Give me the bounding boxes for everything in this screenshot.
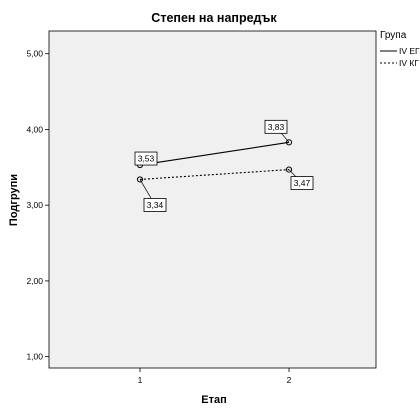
data-label-box: [264, 119, 288, 134]
data-point: [136, 176, 144, 183]
data-labels: 3,53 3,83 3,34 3,47: [134, 119, 314, 212]
y-tick-label: 1,00: [26, 352, 43, 362]
y-tick-label: 4,00: [26, 124, 43, 134]
plot-area: [48, 30, 377, 369]
legend: Група IV ЕГ IV КГ: [380, 30, 420, 68]
chart-title: Степен на напредък: [151, 11, 277, 25]
data-label: 3,34: [147, 200, 164, 210]
y-tick-label: 2,00: [26, 276, 43, 286]
series-line-2: [139, 169, 290, 180]
series-line-1: [139, 141, 290, 166]
data-label-box: [143, 198, 167, 212]
legend-item-label: IV КГ: [399, 58, 419, 68]
data-point: [285, 166, 293, 173]
x-tick-label: 1: [138, 375, 143, 385]
series-layer: [136, 139, 293, 183]
data-label-box: [134, 151, 158, 166]
data-label-box: [290, 176, 314, 190]
y-axis-title: Подгрупи: [8, 174, 20, 226]
data-point: [285, 139, 293, 146]
data-label: 3,47: [294, 178, 311, 188]
y-tick-label: 5,00: [26, 49, 43, 59]
data-label: 3,53: [138, 154, 155, 164]
legend-item-label: IV ЕГ: [399, 46, 420, 56]
x-tick-label: 2: [287, 375, 292, 385]
y-tick-label: 3,00: [26, 200, 43, 210]
x-axis-title: Етап: [201, 394, 227, 406]
legend-title: Група: [380, 30, 407, 41]
data-label: 3,83: [268, 122, 285, 132]
y-axis: 1,00 2,00 3,00 4,00 5,00: [26, 49, 49, 362]
